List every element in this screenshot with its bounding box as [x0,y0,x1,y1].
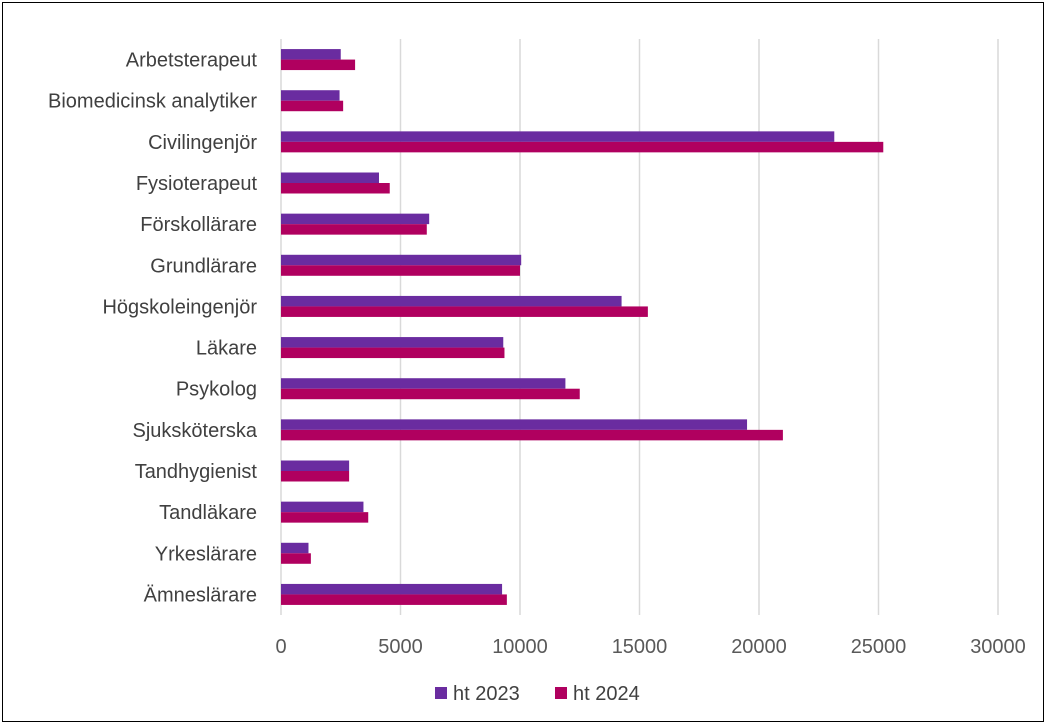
bar-ht-2024 [281,141,884,153]
category-label: Arbetsterapeut [126,50,258,72]
x-tick-label: 25000 [851,636,907,658]
x-tick-label: 20000 [731,636,787,658]
bar-ht-2024 [281,471,350,482]
bar-ht-2023 [281,254,522,266]
x-tick-label: 30000 [970,636,1026,658]
x-tick-label: 0 [275,636,286,658]
bar-ht-2023 [281,501,364,513]
legend-label: ht 2024 [573,683,640,705]
bar-ht-2024 [281,224,427,235]
legend-label: ht 2023 [453,683,520,705]
bar-ht-2023 [281,172,379,183]
gridlines [280,39,999,615]
category-labels: Arbetsterapeut Biomedicinsk analytiker Civ… [48,50,258,607]
legend-swatch [555,687,567,699]
bar-ht-2024 [281,183,390,194]
category-label: Tandhygienist [135,461,258,483]
bar-ht-2024 [281,100,344,112]
category-label: Tandläkare [159,502,257,524]
bar-ht-2023 [281,542,309,554]
category-label: Yrkeslärare [155,543,257,565]
x-tick-label: 10000 [492,636,548,658]
bar-ht-2023 [281,213,430,225]
bar-ht-2024 [281,512,369,523]
category-label: Biomedicinsk analytiker [48,91,257,113]
bar-ht-2023 [281,90,340,101]
bar-ht-2024 [281,594,507,605]
category-label: Grundlärare [150,255,257,277]
legend: ht 2023 ht 2024 [435,683,640,705]
bar-ht-2023 [281,295,622,307]
bar-ht-2024 [281,388,580,400]
bar-ht-2023 [281,419,748,430]
bar-ht-2024 [281,59,356,71]
category-label: Förskollärare [140,214,257,236]
category-label: Civilingenjör [148,132,257,154]
x-tick-labels: 0 5000 10000 15000 20000 25000 30000 [275,636,1025,658]
bar-ht-2023 [281,49,341,60]
category-label: Högskoleingenjör [102,296,257,318]
bar-ht-2024 [281,553,311,564]
bar-chart: Arbetsterapeut Biomedicinsk analytiker Civ… [48,39,1026,705]
bar-ht-2024 [281,347,505,359]
bar-ht-2023 [281,131,835,142]
category-label: Fysioterapeut [136,173,258,195]
bar-ht-2024 [281,265,520,276]
category-label: Sjuksköterska [133,420,258,442]
bars [281,49,884,605]
legend-swatch [435,687,447,699]
bar-ht-2024 [281,306,648,317]
bar-ht-2023 [281,378,566,389]
bar-ht-2023 [281,583,503,595]
category-label: Läkare [196,338,257,360]
category-label: Ämneslärare [144,584,257,606]
x-tick-label: 15000 [612,636,668,658]
bar-ht-2023 [281,460,350,471]
category-label: Psykolog [176,379,257,401]
bar-ht-2023 [281,337,504,348]
bar-ht-2024 [281,429,783,441]
x-tick-label: 5000 [378,636,423,658]
